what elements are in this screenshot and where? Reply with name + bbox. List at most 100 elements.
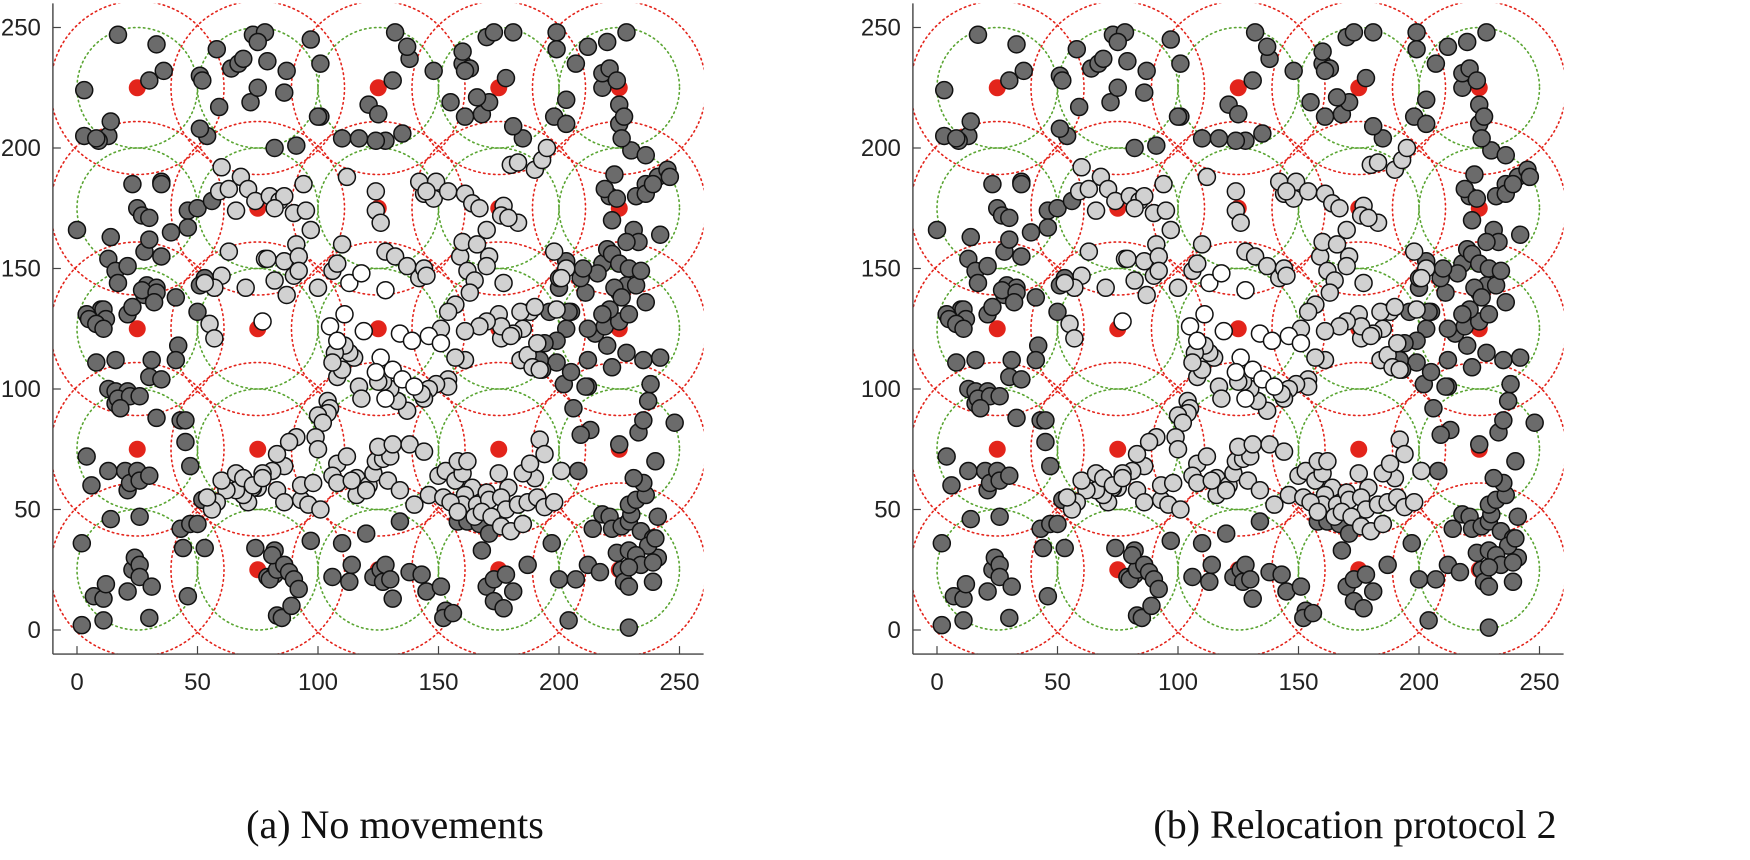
panel-a-node-dark xyxy=(106,350,125,370)
panel-a-node-dark xyxy=(262,546,282,565)
panel-a-node-dark xyxy=(178,218,198,237)
panel-a-node-dark xyxy=(619,558,639,577)
panel-b-node-dark xyxy=(1503,553,1523,572)
panel-a-node-dark xyxy=(67,220,87,240)
panel-b-node-light xyxy=(1277,182,1296,201)
panel-a-y-tick-label: 200 xyxy=(1,135,41,162)
panel-b-outer-range-circle xyxy=(1030,241,1206,417)
panel-a-node-dark xyxy=(513,129,533,148)
panel-a-node-dark xyxy=(94,611,113,630)
panel-a-node-dark xyxy=(277,61,296,81)
panel-b-node-dark xyxy=(1455,179,1475,199)
panel-b-node-dark xyxy=(1508,507,1528,526)
panel-a-node-dark xyxy=(258,51,277,71)
panel-a-x-tick-label: 0 xyxy=(70,669,83,696)
panel-b-node-light xyxy=(1086,201,1106,220)
panel-a-node-dark xyxy=(636,292,656,312)
panel-a-node-dark xyxy=(424,61,443,81)
panel-a-node-light xyxy=(197,488,217,507)
panel-b-node-light xyxy=(1385,297,1405,317)
panel-a-node-dark xyxy=(101,112,120,131)
panel-a-node-light xyxy=(547,300,566,319)
panel-b-inner-range-circle xyxy=(1297,508,1420,631)
panel-a-node-light xyxy=(455,321,475,341)
panel-a-node-light xyxy=(535,444,554,464)
panel-b-node-light xyxy=(1168,278,1188,298)
panel-a-node-dark xyxy=(188,302,207,322)
panel-a-node-dark xyxy=(641,374,660,394)
panel-b-node-light xyxy=(1096,278,1115,298)
panel-b-node-dark xyxy=(1026,288,1046,307)
panel-a-node-dark xyxy=(82,476,101,495)
panel-b-node-dark xyxy=(1036,411,1055,430)
panel-b-inner-range-circle xyxy=(1177,147,1300,270)
panel-b-node-light xyxy=(1407,300,1426,319)
panel-a-cell-head xyxy=(369,79,387,97)
panel-b-node-dark xyxy=(1147,136,1166,155)
panel-a-node-dark xyxy=(412,565,431,584)
panel-b-node-dark xyxy=(937,447,956,466)
panel-b-node-dark xyxy=(1094,49,1113,69)
panel-b-node-light xyxy=(1238,471,1258,490)
panel-a-node-dark xyxy=(142,577,161,596)
panel-a-node-dark xyxy=(496,68,516,88)
panel-a-node-light xyxy=(294,174,313,194)
panel-a-node-light xyxy=(332,235,352,254)
panel-b-node-white xyxy=(1226,362,1246,382)
panel-b-node-dark xyxy=(978,582,997,601)
panel-b-node-dark xyxy=(956,574,976,594)
panel-b-node-dark xyxy=(1467,71,1487,90)
panel-a-node-light xyxy=(371,213,390,232)
panel-b-node-dark xyxy=(1171,54,1190,73)
panel-b-node-light xyxy=(1315,321,1335,341)
panel-a-node-light xyxy=(385,247,405,266)
panel-b-node-white xyxy=(1113,312,1132,331)
panel-b-node-dark xyxy=(1036,432,1055,452)
panel-b-node-dark xyxy=(1506,529,1525,548)
panel-a-node-light xyxy=(378,471,398,490)
panel-b-node-dark xyxy=(1344,23,1364,42)
panel-a-cell-head xyxy=(490,440,508,458)
panel-b-node-dark xyxy=(1402,533,1422,553)
panel-a-node-white xyxy=(320,317,340,336)
panel-a-node-dark xyxy=(356,524,376,543)
panel-b-node-dark xyxy=(1048,302,1067,322)
panel-a-node-light xyxy=(477,256,496,276)
panel-b-node-dark xyxy=(1506,452,1525,471)
panel-a-outer-range-circle xyxy=(411,120,587,296)
panel-b-node-light xyxy=(1168,440,1188,459)
panel-b-node-dark xyxy=(961,227,980,247)
panel-b-node-white xyxy=(1214,321,1234,341)
panel-b-node-light xyxy=(1298,182,1318,201)
panel-a-x-tick-label: 250 xyxy=(659,669,699,696)
panel-a-node-dark xyxy=(619,305,639,324)
panel-b-node-dark xyxy=(1426,570,1446,589)
panel-b-node-white xyxy=(1180,317,1200,336)
panel-b-node-light xyxy=(1197,447,1217,466)
panel-b-node-light xyxy=(1395,444,1414,464)
panel-b-node-dark xyxy=(983,297,1002,317)
panel-b-node-light xyxy=(1298,302,1318,322)
panel-a-node-light xyxy=(530,360,549,379)
panel-b-node-dark xyxy=(1416,90,1436,110)
panel-b-node-dark xyxy=(1450,562,1470,582)
panel-b-node-dark xyxy=(1007,408,1026,428)
panel-a-node-dark xyxy=(441,92,460,112)
panel-b-node-light xyxy=(1274,442,1294,461)
panel-a-node-dark xyxy=(455,61,475,81)
panel-a-node-dark xyxy=(301,531,321,551)
panel-b-node-dark xyxy=(1363,117,1383,136)
panel-b-outer-range-circle xyxy=(912,241,1085,417)
panel-b-node-light xyxy=(1156,201,1176,220)
panel-b-node-dark xyxy=(971,399,990,418)
panel-a-cell-head xyxy=(128,320,146,338)
panel-a-node-light xyxy=(501,326,521,346)
panel-b-node-white xyxy=(1195,305,1214,324)
panel-b-node-dark xyxy=(1426,54,1446,73)
panel-a-node-dark xyxy=(610,435,629,454)
panel-b-node-dark xyxy=(966,350,985,370)
panel-a-node-light xyxy=(212,158,231,177)
panel-a-node-dark xyxy=(188,514,207,534)
panel-b-node-light xyxy=(1327,235,1347,254)
panel-b-node-dark xyxy=(1284,61,1303,81)
